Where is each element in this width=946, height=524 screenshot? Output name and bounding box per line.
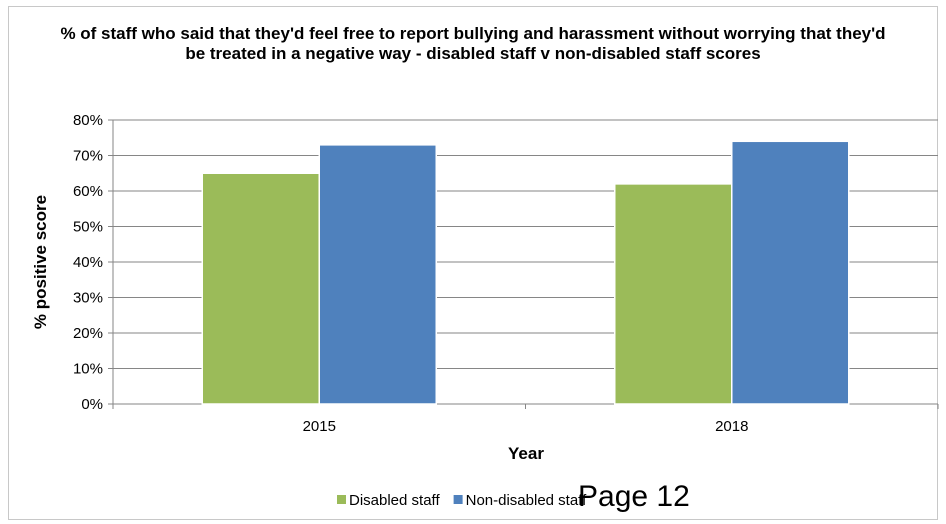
bar [614, 183, 733, 405]
bar [201, 172, 320, 405]
x-tick-label: 2018 [715, 418, 748, 435]
x-axis-label: Year [508, 444, 544, 463]
y-tick-label: 70% [73, 148, 103, 165]
bar [731, 140, 850, 405]
y-tick-label: 40% [73, 254, 103, 271]
legend-label: Non-disabled staff [466, 492, 587, 509]
x-tick-label: 2015 [303, 418, 336, 435]
page-number: Page 12 [578, 480, 690, 513]
y-tick-label: 10% [73, 361, 103, 378]
chart-frame [8, 6, 938, 520]
y-tick-label: 0% [81, 396, 103, 413]
legend-label: Disabled staff [349, 492, 440, 509]
y-tick-label: 20% [73, 325, 103, 342]
bar [318, 144, 437, 405]
chart-title: % of staff who said that they'd feel fre… [60, 24, 886, 63]
y-tick-label: 30% [73, 290, 103, 307]
legend-swatch [453, 495, 463, 504]
y-tick-label: 60% [73, 183, 103, 200]
y-tick-label: 80% [73, 112, 103, 129]
y-tick-label: 50% [73, 219, 103, 236]
legend-swatch [337, 495, 346, 504]
y-axis-label: % positive score [31, 195, 50, 329]
